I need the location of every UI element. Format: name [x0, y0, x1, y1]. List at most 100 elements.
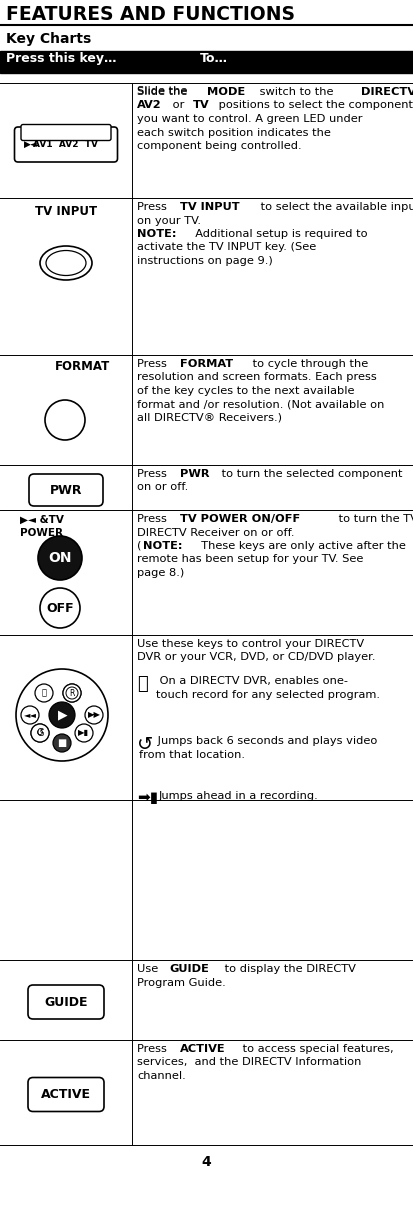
- Text: NOTE:: NOTE:: [137, 229, 176, 239]
- Bar: [0, 51, 413, 72]
- Text: switch to the: switch to the: [256, 87, 337, 97]
- Text: you want to control. A green LED under: you want to control. A green LED under: [137, 113, 363, 124]
- Text: or: or: [169, 100, 188, 111]
- Text: to cycle through the: to cycle through the: [249, 358, 368, 369]
- Circle shape: [31, 724, 49, 742]
- Text: These keys are only active after the: These keys are only active after the: [194, 541, 406, 552]
- Text: TV: TV: [193, 100, 210, 111]
- Text: ▶: ▶: [58, 709, 68, 722]
- Text: AV1  AV2  TV: AV1 AV2 TV: [33, 140, 98, 148]
- Text: services,  and the DIRECTV Information: services, and the DIRECTV Information: [137, 1057, 361, 1067]
- Circle shape: [53, 734, 71, 752]
- Text: page 8.): page 8.): [137, 568, 184, 578]
- Text: Press: Press: [137, 358, 171, 369]
- Text: instructions on page 9.): instructions on page 9.): [137, 256, 273, 266]
- Text: Slide the: Slide the: [137, 87, 191, 97]
- Text: (: (: [137, 541, 142, 552]
- Ellipse shape: [40, 246, 92, 280]
- Text: ▶▶: ▶▶: [88, 711, 100, 719]
- Text: component being controlled.: component being controlled.: [137, 141, 301, 151]
- Text: on or off.: on or off.: [137, 483, 188, 492]
- Text: ◄◄: ◄◄: [24, 711, 36, 719]
- Text: Slide the: Slide the: [137, 86, 191, 97]
- FancyBboxPatch shape: [29, 474, 103, 506]
- Text: of the key cycles to the next available: of the key cycles to the next available: [137, 386, 354, 396]
- Text: POWER: POWER: [20, 527, 63, 538]
- Text: remote has been setup for your TV. See: remote has been setup for your TV. See: [137, 554, 363, 565]
- Text: positions to select the component: positions to select the component: [215, 100, 413, 111]
- FancyBboxPatch shape: [28, 985, 104, 1019]
- Text: OFF: OFF: [46, 601, 74, 614]
- Circle shape: [85, 706, 103, 724]
- Text: Jumps back 6 seconds and plays video: Jumps back 6 seconds and plays video: [154, 736, 377, 746]
- FancyBboxPatch shape: [28, 1078, 104, 1112]
- Text: to display the DIRECTV: to display the DIRECTV: [221, 964, 356, 974]
- Text: To…: To…: [200, 52, 228, 65]
- Text: Press this key…: Press this key…: [6, 52, 116, 65]
- Text: TV INPUT: TV INPUT: [180, 202, 240, 212]
- Text: ↺: ↺: [137, 735, 153, 754]
- Text: Press: Press: [137, 470, 171, 479]
- Text: NOTE:: NOTE:: [143, 541, 182, 552]
- Text: 4: 4: [202, 1155, 211, 1170]
- Circle shape: [75, 724, 93, 742]
- Text: FORMAT: FORMAT: [180, 358, 233, 369]
- Text: G: G: [36, 728, 44, 737]
- Text: ▶◄ &TV: ▶◄ &TV: [20, 515, 64, 525]
- Text: Program Guide.: Program Guide.: [137, 978, 226, 987]
- FancyBboxPatch shape: [21, 124, 111, 140]
- Text: R: R: [69, 688, 75, 698]
- Circle shape: [35, 684, 53, 702]
- Circle shape: [66, 687, 78, 699]
- Text: ↺: ↺: [36, 728, 44, 737]
- Circle shape: [49, 702, 75, 728]
- Text: on your TV.: on your TV.: [137, 216, 201, 226]
- Text: FEATURES AND FUNCTIONS: FEATURES AND FUNCTIONS: [6, 5, 295, 24]
- Text: TV INPUT: TV INPUT: [35, 205, 97, 218]
- Text: MODE: MODE: [206, 87, 245, 97]
- Text: PWR: PWR: [50, 484, 82, 496]
- Text: Additional setup is required to: Additional setup is required to: [188, 229, 368, 239]
- Text: to turn the TV and: to turn the TV and: [335, 514, 413, 524]
- Text: Use: Use: [137, 964, 162, 974]
- Text: each switch position indicates the: each switch position indicates the: [137, 128, 331, 138]
- Text: Press: Press: [137, 202, 171, 212]
- Circle shape: [38, 536, 82, 581]
- Text: ➡▮: ➡▮: [137, 791, 158, 805]
- Text: from that location.: from that location.: [139, 750, 245, 760]
- Text: AV2: AV2: [137, 100, 161, 111]
- Text: to access special features,: to access special features,: [239, 1044, 394, 1054]
- Text: Key Charts: Key Charts: [6, 33, 91, 46]
- FancyBboxPatch shape: [14, 127, 118, 162]
- Text: channel.: channel.: [137, 1071, 186, 1081]
- Text: Use these keys to control your DIRECTV: Use these keys to control your DIRECTV: [137, 639, 364, 649]
- Text: Press: Press: [137, 514, 171, 524]
- Text: ACTIVE: ACTIVE: [180, 1044, 226, 1054]
- Text: DIRECTV, AV1,: DIRECTV, AV1,: [361, 87, 413, 97]
- Text: FORMAT: FORMAT: [55, 360, 110, 373]
- Text: resolution and screen formats. Each press: resolution and screen formats. Each pres…: [137, 373, 377, 383]
- Circle shape: [40, 588, 80, 628]
- Text: format and /or resolution. (Not available on: format and /or resolution. (Not availabl…: [137, 400, 385, 409]
- Text: Ⓡ: Ⓡ: [137, 675, 148, 693]
- Text: touch record for any selected program.: touch record for any selected program.: [156, 690, 380, 700]
- Text: Jumps ahead in a recording.: Jumps ahead in a recording.: [159, 791, 319, 801]
- Text: PWR: PWR: [180, 470, 210, 479]
- Text: GUIDE: GUIDE: [44, 996, 88, 1009]
- Circle shape: [45, 400, 85, 441]
- Text: all DIRECTV® Receivers.): all DIRECTV® Receivers.): [137, 413, 282, 422]
- Circle shape: [63, 684, 81, 702]
- Text: ON: ON: [48, 552, 72, 565]
- Circle shape: [16, 669, 108, 760]
- Text: On a DIRECTV DVR, enables one-: On a DIRECTV DVR, enables one-: [156, 676, 348, 686]
- Text: ⏸: ⏸: [41, 688, 47, 698]
- Text: activate the TV INPUT key. (See: activate the TV INPUT key. (See: [137, 243, 316, 252]
- Text: ▶◄: ▶◄: [24, 140, 38, 148]
- Circle shape: [21, 706, 39, 724]
- Text: ■: ■: [57, 737, 66, 748]
- Text: ▶▮: ▶▮: [78, 729, 90, 737]
- Text: Press: Press: [137, 1044, 171, 1054]
- Text: to select the available inputs: to select the available inputs: [257, 202, 413, 212]
- Ellipse shape: [46, 251, 86, 275]
- Text: to turn the selected component: to turn the selected component: [218, 470, 403, 479]
